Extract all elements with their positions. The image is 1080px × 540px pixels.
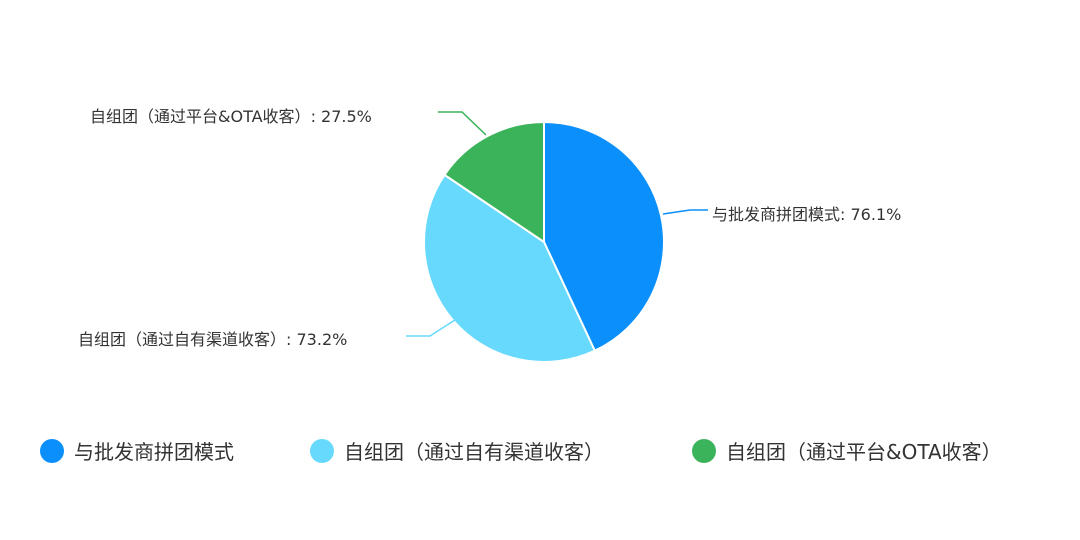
pie-slice-0[interactable] [543,120,665,353]
pie-slice-2[interactable] [443,120,545,244]
slice-label-name: 自组团（通过平台&OTA收客） [90,107,311,126]
slice-label-name: 自组团（通过自有渠道收客） [78,330,287,349]
slice-label-value: 76.1% [850,205,902,224]
legend-item-2[interactable]: 自组团（通过平台&OTA收客） [692,436,1002,465]
leader-line-0 [662,209,708,215]
legend: 与批发商拼团模式 自组团（通过自有渠道收客） 自组团（通过平台&OTA收客） [0,436,1080,468]
legend-marker [310,438,334,463]
legend-label: 自组团（通过自有渠道收客） [344,440,604,464]
slice-label-2: 自组团（通过平台&OTA收客）: 27.5% [90,107,372,126]
leader-line-2 [438,111,487,136]
legend-label: 自组团（通过平台&OTA收客） [726,440,1002,464]
slice-label-value: 73.2% [296,330,348,349]
slice-label-value: 27.5% [321,107,372,126]
legend-item-1[interactable]: 自组团（通过自有渠道收客） [310,436,604,465]
slice-label-name: 与批发商拼团模式 [712,205,841,224]
legend-item-0[interactable]: 与批发商拼团模式 [40,436,234,465]
leader-line-1 [406,317,459,337]
legend-marker [692,438,716,463]
legend-label: 与批发商拼团模式 [74,440,234,464]
pie-slice-1[interactable] [423,173,597,363]
slice-label-1: 自组团（通过自有渠道收客）: 73.2% [78,330,348,349]
legend-marker [40,438,64,463]
slice-label-0: 与批发商拼团模式: 76.1% [712,205,902,224]
